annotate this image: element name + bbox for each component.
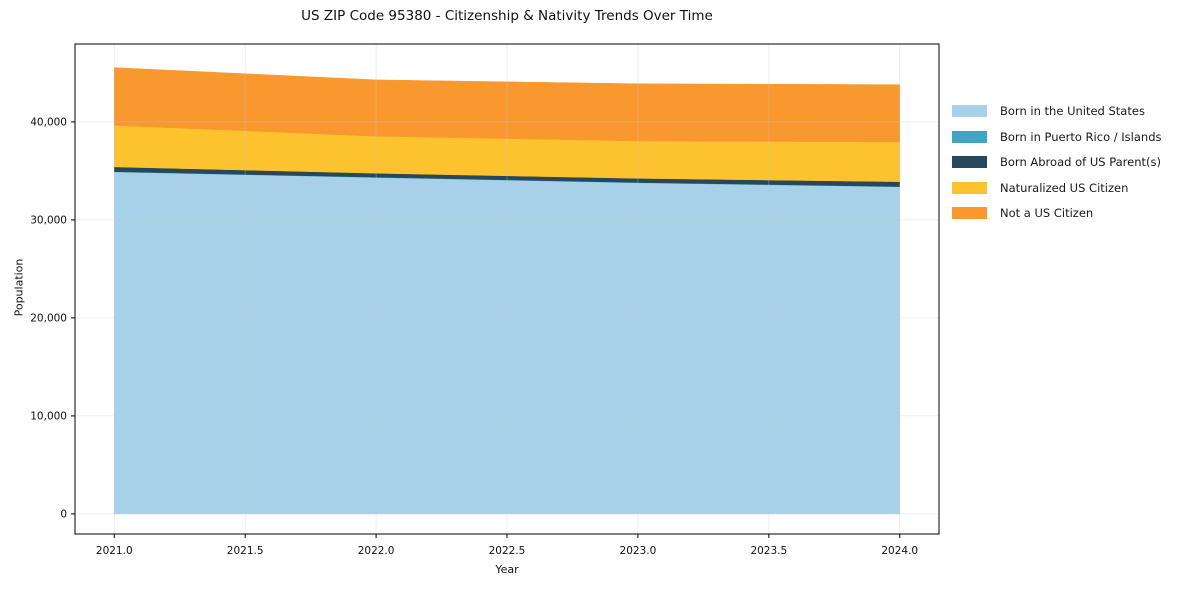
y-tick-label: 30,000	[30, 215, 67, 227]
legend-label: Born in Puerto Rico / Islands	[1000, 129, 1162, 144]
x-tick-label: 2022.0	[358, 545, 395, 557]
legend-item-4: Naturalized US Citizen	[952, 181, 1162, 195]
x-tick-label: 2021.5	[227, 545, 264, 557]
legend-item-1: Born in the United States	[952, 104, 1162, 118]
legend-label: Born in the United States	[1000, 104, 1145, 118]
legend-swatch	[952, 207, 987, 219]
legend-label: Born Abroad of US Parent(s)	[1000, 155, 1161, 169]
legend-item-5: Not a US Citizen	[952, 206, 1162, 220]
legend-swatch	[952, 130, 987, 143]
area-series-5	[114, 67, 900, 143]
chart-title: US ZIP Code 95380 - Citizenship & Nativi…	[301, 8, 713, 24]
x-tick-label: 2021.0	[96, 545, 133, 557]
y-tick-label: 40,000	[30, 117, 67, 129]
y-tick-label: 0	[60, 509, 67, 521]
y-tick-label: 10,000	[30, 411, 67, 423]
legend-item-2: Born in Puerto Rico / Islands	[952, 130, 1162, 144]
x-tick-label: 2023.0	[620, 545, 657, 557]
legend-swatch	[952, 181, 987, 194]
x-axis-label: Year	[495, 563, 519, 576]
y-axis-label: Population	[12, 258, 26, 317]
y-tick-label: 20,000	[30, 313, 67, 325]
x-tick-label: 2024.0	[881, 545, 918, 557]
legend-label: Not a US Citizen	[1000, 206, 1094, 220]
x-tick-label: 2023.5	[750, 545, 787, 557]
legend-swatch	[952, 105, 987, 117]
legend-item-3: Born Abroad of US Parent(s)	[952, 155, 1162, 169]
legend-label: Naturalized US Citizen	[1000, 180, 1129, 195]
x-tick-label: 2022.5	[489, 545, 526, 557]
legend: Born in the United States Born in Puerto …	[952, 104, 1162, 220]
legend-swatch	[952, 156, 987, 168]
